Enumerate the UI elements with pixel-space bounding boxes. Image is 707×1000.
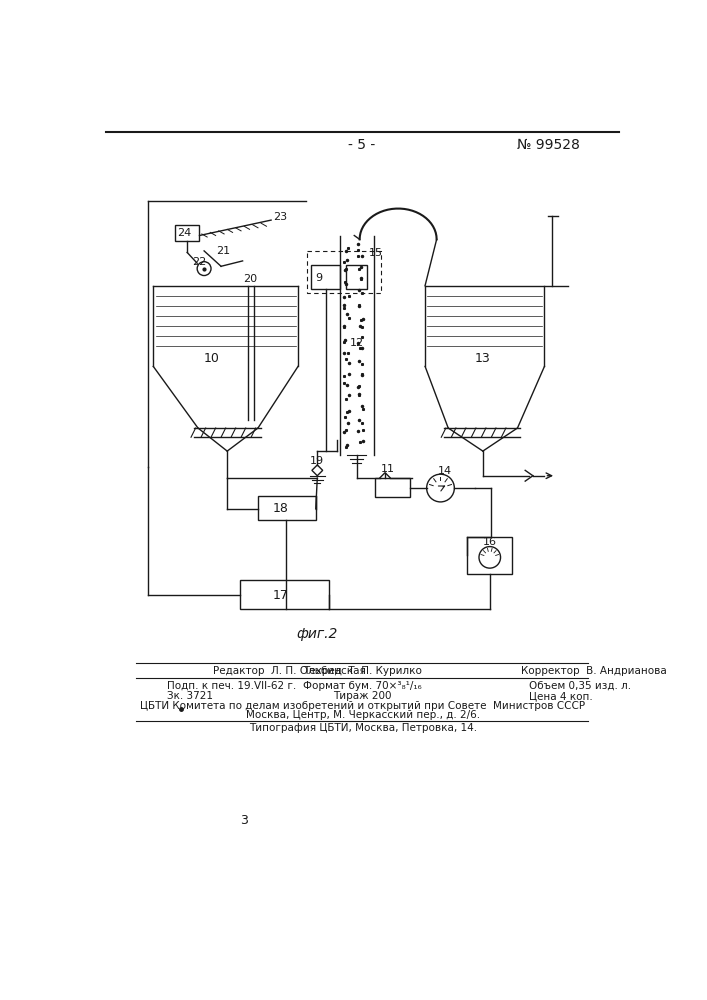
Text: Формат бум. 70×³₈¹/₁₆: Формат бум. 70×³₈¹/₁₆: [303, 681, 422, 691]
Text: 15: 15: [369, 248, 383, 258]
Text: Техред  Т. П. Курилко: Техред Т. П. Курилко: [303, 666, 422, 676]
Text: - 5 -: - 5 -: [349, 138, 375, 152]
Text: 14: 14: [438, 466, 452, 476]
Circle shape: [479, 547, 501, 568]
Text: Объем 0,35 изд. л.: Объем 0,35 изд. л.: [529, 681, 631, 691]
Text: № 99528: № 99528: [518, 138, 580, 152]
Text: 3: 3: [240, 814, 248, 827]
Text: ЦБТИ Комитета по делам изобретений и открытий при Совете  Министров СССР: ЦБТИ Комитета по делам изобретений и отк…: [140, 701, 585, 711]
Text: Редактор  Л. П. Ольбинская: Редактор Л. П. Ольбинская: [214, 666, 366, 676]
Text: 23: 23: [273, 212, 287, 222]
Text: Типография ЦБТИ, Москва, Петровка, 14.: Типография ЦБТИ, Москва, Петровка, 14.: [249, 723, 477, 733]
Text: 17: 17: [273, 589, 289, 602]
Text: 16: 16: [483, 537, 497, 547]
Text: 24: 24: [177, 228, 192, 238]
Text: 20: 20: [243, 274, 257, 284]
Text: Подп. к печ. 19.VII-62 г.: Подп. к печ. 19.VII-62 г.: [167, 681, 296, 691]
Text: 21: 21: [216, 246, 230, 256]
Text: фиг.2: фиг.2: [297, 627, 338, 641]
Bar: [175, 225, 199, 241]
Bar: [346, 265, 368, 289]
Bar: [375, 478, 409, 497]
Text: 10: 10: [204, 352, 220, 365]
Text: 18: 18: [273, 502, 289, 515]
Bar: [467, 537, 512, 574]
Text: Москва, Центр, М. Черкасский пер., д. 2/6.: Москва, Центр, М. Черкасский пер., д. 2/…: [245, 710, 480, 720]
Text: 11: 11: [381, 464, 395, 474]
Text: Цена 4 коп.: Цена 4 коп.: [529, 691, 592, 701]
Bar: [240, 580, 329, 609]
Text: 9: 9: [315, 273, 322, 283]
Text: Корректор  В. Андрианова: Корректор В. Андрианова: [521, 666, 667, 676]
Text: 12: 12: [350, 338, 364, 348]
Text: Тираж 200: Тираж 200: [334, 691, 392, 701]
Bar: [311, 265, 340, 289]
Text: Зк. 3721: Зк. 3721: [167, 691, 213, 701]
Text: 22: 22: [192, 257, 207, 267]
Circle shape: [426, 474, 455, 502]
Text: 13: 13: [475, 352, 491, 365]
Text: 19: 19: [310, 456, 324, 466]
Bar: [258, 496, 316, 520]
